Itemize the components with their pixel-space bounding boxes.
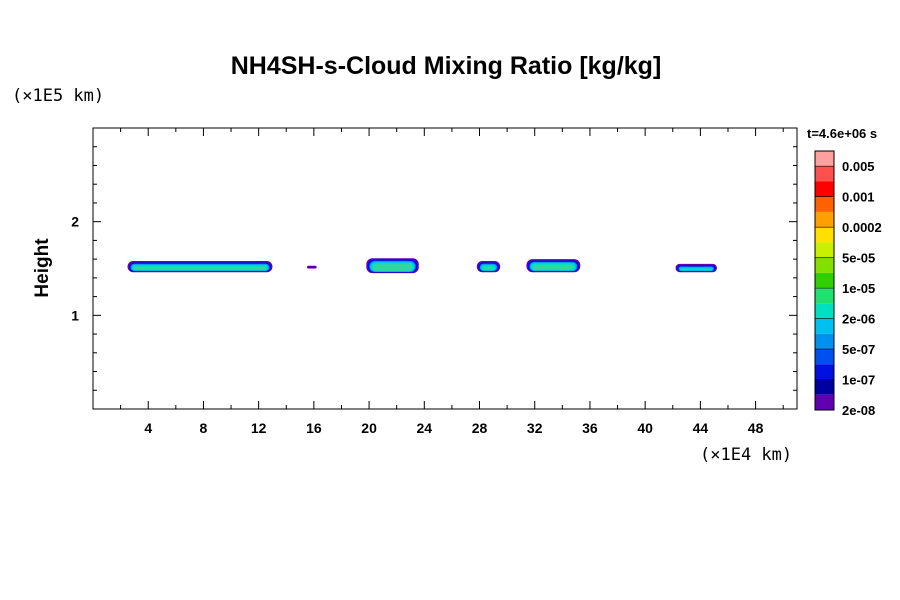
colorbar-level-label: 2e-08 <box>842 403 875 418</box>
x-tick-label: 32 <box>527 420 543 436</box>
colorbar-swatch <box>815 379 834 395</box>
cloud-layer <box>127 258 717 274</box>
cloud-contour-band <box>680 268 712 271</box>
y-tick-label: 2 <box>71 214 79 230</box>
colorbar-swatch <box>815 166 834 182</box>
colorbar-swatch <box>815 272 834 289</box>
x-tick-label: 20 <box>361 420 377 436</box>
cloud-contour-band <box>372 264 413 271</box>
cloud-contour-band <box>308 267 316 268</box>
x-tick-label: 28 <box>472 420 488 436</box>
x-tick-label: 24 <box>417 420 433 436</box>
colorbar-level-label: 0.001 <box>842 190 875 205</box>
y-unit-label: (×1E5 km) <box>12 86 104 106</box>
colorbar-swatch <box>815 349 834 365</box>
colorbar-swatch <box>815 151 834 167</box>
colorbar-swatch <box>815 227 834 243</box>
colorbar-swatch <box>815 303 834 319</box>
colorbar-swatch <box>815 364 834 380</box>
colorbar-swatch <box>815 394 834 410</box>
x-axis-ticks: 4 8 12 16 20 24 28 32 36 40 44 48 <box>120 128 784 436</box>
chart-title: NH4SH-s-Cloud Mixing Ratio [kg/kg] <box>231 52 662 80</box>
time-label: t=4.6e+06 s <box>807 126 877 141</box>
cloud-contour-band <box>483 266 494 270</box>
x-tick-label: 36 <box>582 420 598 436</box>
colorbar-level-label: 0.005 <box>842 159 875 174</box>
plot-area: 4 8 12 16 20 24 28 32 36 40 44 48 12 <box>71 127 798 436</box>
colorbar-swatch <box>815 318 834 334</box>
x-tick-label: 16 <box>306 420 322 436</box>
colorbar-level-label: 2e-06 <box>842 312 875 327</box>
colorbar-level-label: 0.0002 <box>842 220 882 235</box>
x-tick-label: 8 <box>200 420 208 436</box>
colorbar: 0.005 0.001 0.0002 5e-05 1e-05 2e-06 5e-07 1e-0… <box>814 150 882 418</box>
x-tick-label: 44 <box>693 420 709 436</box>
x-tick-label: 4 <box>144 420 152 436</box>
x-tick-label: 40 <box>637 420 653 436</box>
cloud-contour-band <box>532 264 574 270</box>
x-unit-label: (×1E4 km) <box>700 445 792 465</box>
colorbar-level-label: 5e-07 <box>842 342 875 357</box>
colorbar-swatch <box>815 181 834 197</box>
plot-frame <box>92 127 798 410</box>
cloud-contour-band <box>134 266 266 270</box>
colorbar-swatch <box>815 257 834 273</box>
colorbar-swatch <box>815 196 834 212</box>
x-tick-label: 48 <box>748 420 764 436</box>
x-tick-label: 12 <box>251 420 267 436</box>
colorbar-swatch <box>815 242 834 258</box>
colorbar-level-label: 5e-05 <box>842 251 875 266</box>
y-tick-label: 1 <box>71 307 79 323</box>
y-axis-ticks: 12 <box>71 146 797 391</box>
colorbar-level-label: 1e-07 <box>842 373 875 388</box>
y-axis-label: Height <box>32 238 53 298</box>
colorbar-swatch <box>815 211 834 228</box>
colorbar-swatch <box>815 333 834 350</box>
colorbar-level-label: 1e-05 <box>842 281 875 296</box>
colorbar-swatch <box>815 288 834 304</box>
